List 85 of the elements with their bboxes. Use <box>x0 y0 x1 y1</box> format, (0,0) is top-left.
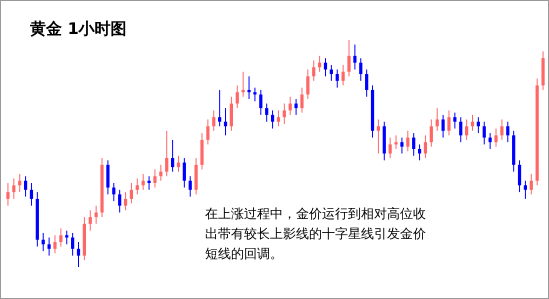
candlestick <box>347 40 351 77</box>
candlestick <box>518 160 522 193</box>
candlestick <box>494 128 498 148</box>
candlestick <box>300 87 304 114</box>
candlestick <box>342 64 345 86</box>
candlestick <box>18 173 22 193</box>
candlestick <box>65 230 68 245</box>
candlestick <box>412 132 416 156</box>
candlestick <box>6 182 10 206</box>
candlestick <box>436 108 439 132</box>
candlestick <box>488 132 492 150</box>
candlestick <box>106 160 110 195</box>
candlestick <box>353 44 356 70</box>
candlestick <box>218 89 222 127</box>
candlestick <box>242 71 245 98</box>
candlestick <box>530 173 533 195</box>
candlestick <box>394 134 398 150</box>
candlestick <box>306 69 310 100</box>
candlestick <box>270 110 274 130</box>
candlestick <box>206 118 210 145</box>
candlestick <box>153 168 157 188</box>
candlestick <box>400 137 404 154</box>
candlestick <box>188 176 192 198</box>
candlestick <box>330 64 333 82</box>
candlestick <box>30 182 34 206</box>
candlestick <box>12 178 16 200</box>
candlestick <box>294 98 298 116</box>
annotation: 出带有较长上影线的十字星线引发金价 <box>205 226 426 242</box>
annotation: 在上涨过程中，金价运行到相对高位收 <box>205 206 426 222</box>
candlestick <box>112 182 116 202</box>
candlestick <box>71 232 74 256</box>
candlestick <box>476 116 480 134</box>
candlestick <box>336 69 339 88</box>
candlestick <box>48 236 51 256</box>
candlestick <box>118 189 122 214</box>
candlestick <box>441 114 445 138</box>
candlestick <box>182 158 186 188</box>
candlestick <box>53 234 57 254</box>
candlestick <box>253 87 257 102</box>
candlestick <box>130 182 134 204</box>
candlestick <box>482 121 486 145</box>
candlestick <box>24 176 28 198</box>
candlestick <box>224 108 228 136</box>
candlestick <box>236 84 239 109</box>
candlestick <box>276 110 280 127</box>
candlestick <box>76 242 80 268</box>
candlestick <box>147 176 151 190</box>
candlestick <box>459 116 462 143</box>
candlestick <box>388 137 392 159</box>
candlestick <box>447 110 451 136</box>
candlestick <box>424 134 428 159</box>
candlestick <box>418 144 422 161</box>
candlestick <box>42 232 45 252</box>
candlestick <box>365 69 368 98</box>
candlestick <box>212 110 216 132</box>
candlestick <box>324 58 328 77</box>
candlestick <box>142 173 145 190</box>
candlestick <box>359 58 362 82</box>
candlestick <box>470 114 474 132</box>
candlestick <box>506 121 510 143</box>
candlestick <box>94 205 98 224</box>
candlestick <box>430 118 433 148</box>
candlestick <box>318 55 322 72</box>
candlestick <box>376 118 380 154</box>
candlestick <box>230 96 233 132</box>
candlestick <box>453 112 456 130</box>
annotation: 短线的回调。 <box>205 247 283 262</box>
candlestick <box>136 178 139 195</box>
chart-title: 黄金 1小时图 <box>29 19 127 38</box>
candlestick <box>524 180 528 200</box>
candlestick <box>465 118 468 140</box>
candlestick <box>282 103 286 124</box>
candlestick <box>259 89 262 116</box>
candlestick <box>88 210 92 232</box>
candlestick <box>176 155 180 172</box>
candlestick <box>288 96 292 116</box>
candlestick <box>124 192 128 211</box>
candlestick <box>406 130 410 152</box>
candlestick <box>265 103 268 122</box>
candlestick <box>165 130 168 177</box>
candlestick <box>170 139 174 172</box>
candlestick <box>59 228 62 248</box>
candlestick <box>159 164 162 182</box>
candlestick <box>312 60 316 82</box>
candlestick <box>500 118 504 140</box>
